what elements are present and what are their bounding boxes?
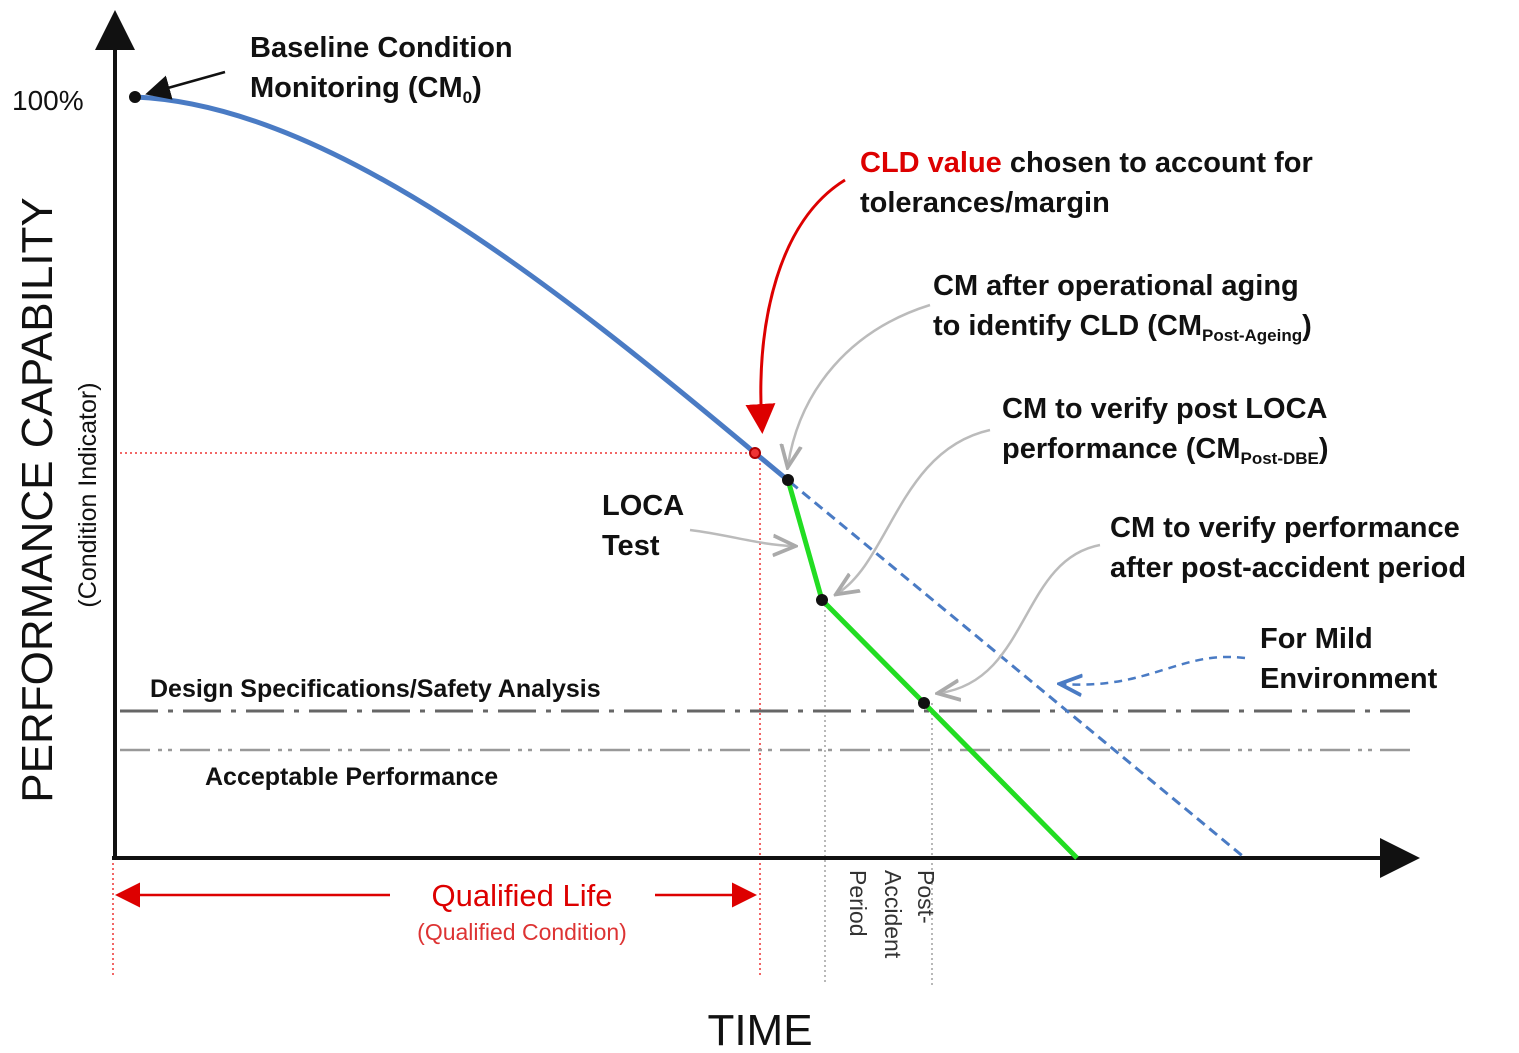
text: ) bbox=[472, 72, 482, 104]
baseline-line2: Monitoring (CM0) bbox=[250, 72, 482, 107]
subscript: Post-DBE bbox=[1241, 449, 1319, 468]
y-axis-sublabel: (Condition Indicator) bbox=[74, 382, 102, 607]
post-dbe-line2: performance (CMPost-DBE) bbox=[1002, 433, 1329, 468]
arrows bbox=[115, 70, 1246, 908]
post-accident-line1: CM to verify performance bbox=[1110, 512, 1460, 544]
post-dbe-line1: CM to verify post LOCA bbox=[1002, 393, 1328, 425]
subscript: 0 bbox=[463, 88, 472, 107]
text: ) bbox=[1302, 310, 1312, 342]
mild-line1: For Mild bbox=[1260, 623, 1373, 655]
aging-curve bbox=[134, 94, 792, 484]
mild-curve bbox=[789, 480, 1246, 860]
period-line2: Accident bbox=[880, 870, 906, 959]
qualified-condition: (Qualified Condition) bbox=[417, 919, 627, 945]
period-line3: Period bbox=[845, 870, 871, 936]
highlight: CLD value bbox=[860, 147, 1002, 179]
y-axis-label: PERFORMANCE CAPABILITY bbox=[13, 197, 62, 803]
axes bbox=[95, 10, 1420, 878]
mild-line2: Environment bbox=[1260, 663, 1438, 695]
post-ageing-line2: to identify CLD (CMPost-Ageing) bbox=[933, 310, 1312, 345]
text: Monitoring (CM bbox=[250, 72, 463, 104]
text: ) bbox=[1319, 433, 1329, 465]
text: chosen to account for bbox=[1010, 147, 1313, 179]
text: to identify CLD (CM bbox=[933, 310, 1202, 342]
harsh-curve bbox=[785, 479, 1079, 860]
y-tick: 100% bbox=[12, 85, 84, 116]
reference-lines bbox=[112, 452, 1415, 988]
period-line1: Post- bbox=[913, 870, 939, 924]
x-axis-label: TIME bbox=[707, 1006, 812, 1053]
loca-line2: Test bbox=[602, 530, 660, 562]
acceptable-label: Acceptable Performance bbox=[205, 763, 498, 791]
post-accident-line2: after post-accident period bbox=[1110, 552, 1466, 584]
text: performance (CM bbox=[1002, 433, 1241, 465]
post-ageing-line1: CM after operational aging bbox=[933, 270, 1299, 302]
design-spec-label: Design Specifications/Safety Analysis bbox=[150, 675, 601, 703]
loca-line1: LOCA bbox=[602, 490, 684, 522]
period-label: Post- Accident Period bbox=[845, 870, 939, 959]
points bbox=[129, 91, 930, 709]
cld-line2: tolerances/margin bbox=[860, 187, 1110, 219]
baseline-line1: Baseline Condition bbox=[250, 32, 513, 64]
qualified-life: Qualified Life bbox=[432, 878, 613, 913]
subscript: Post-Ageing bbox=[1202, 326, 1302, 345]
cld-line1: CLD value chosen to account for bbox=[860, 147, 1313, 179]
